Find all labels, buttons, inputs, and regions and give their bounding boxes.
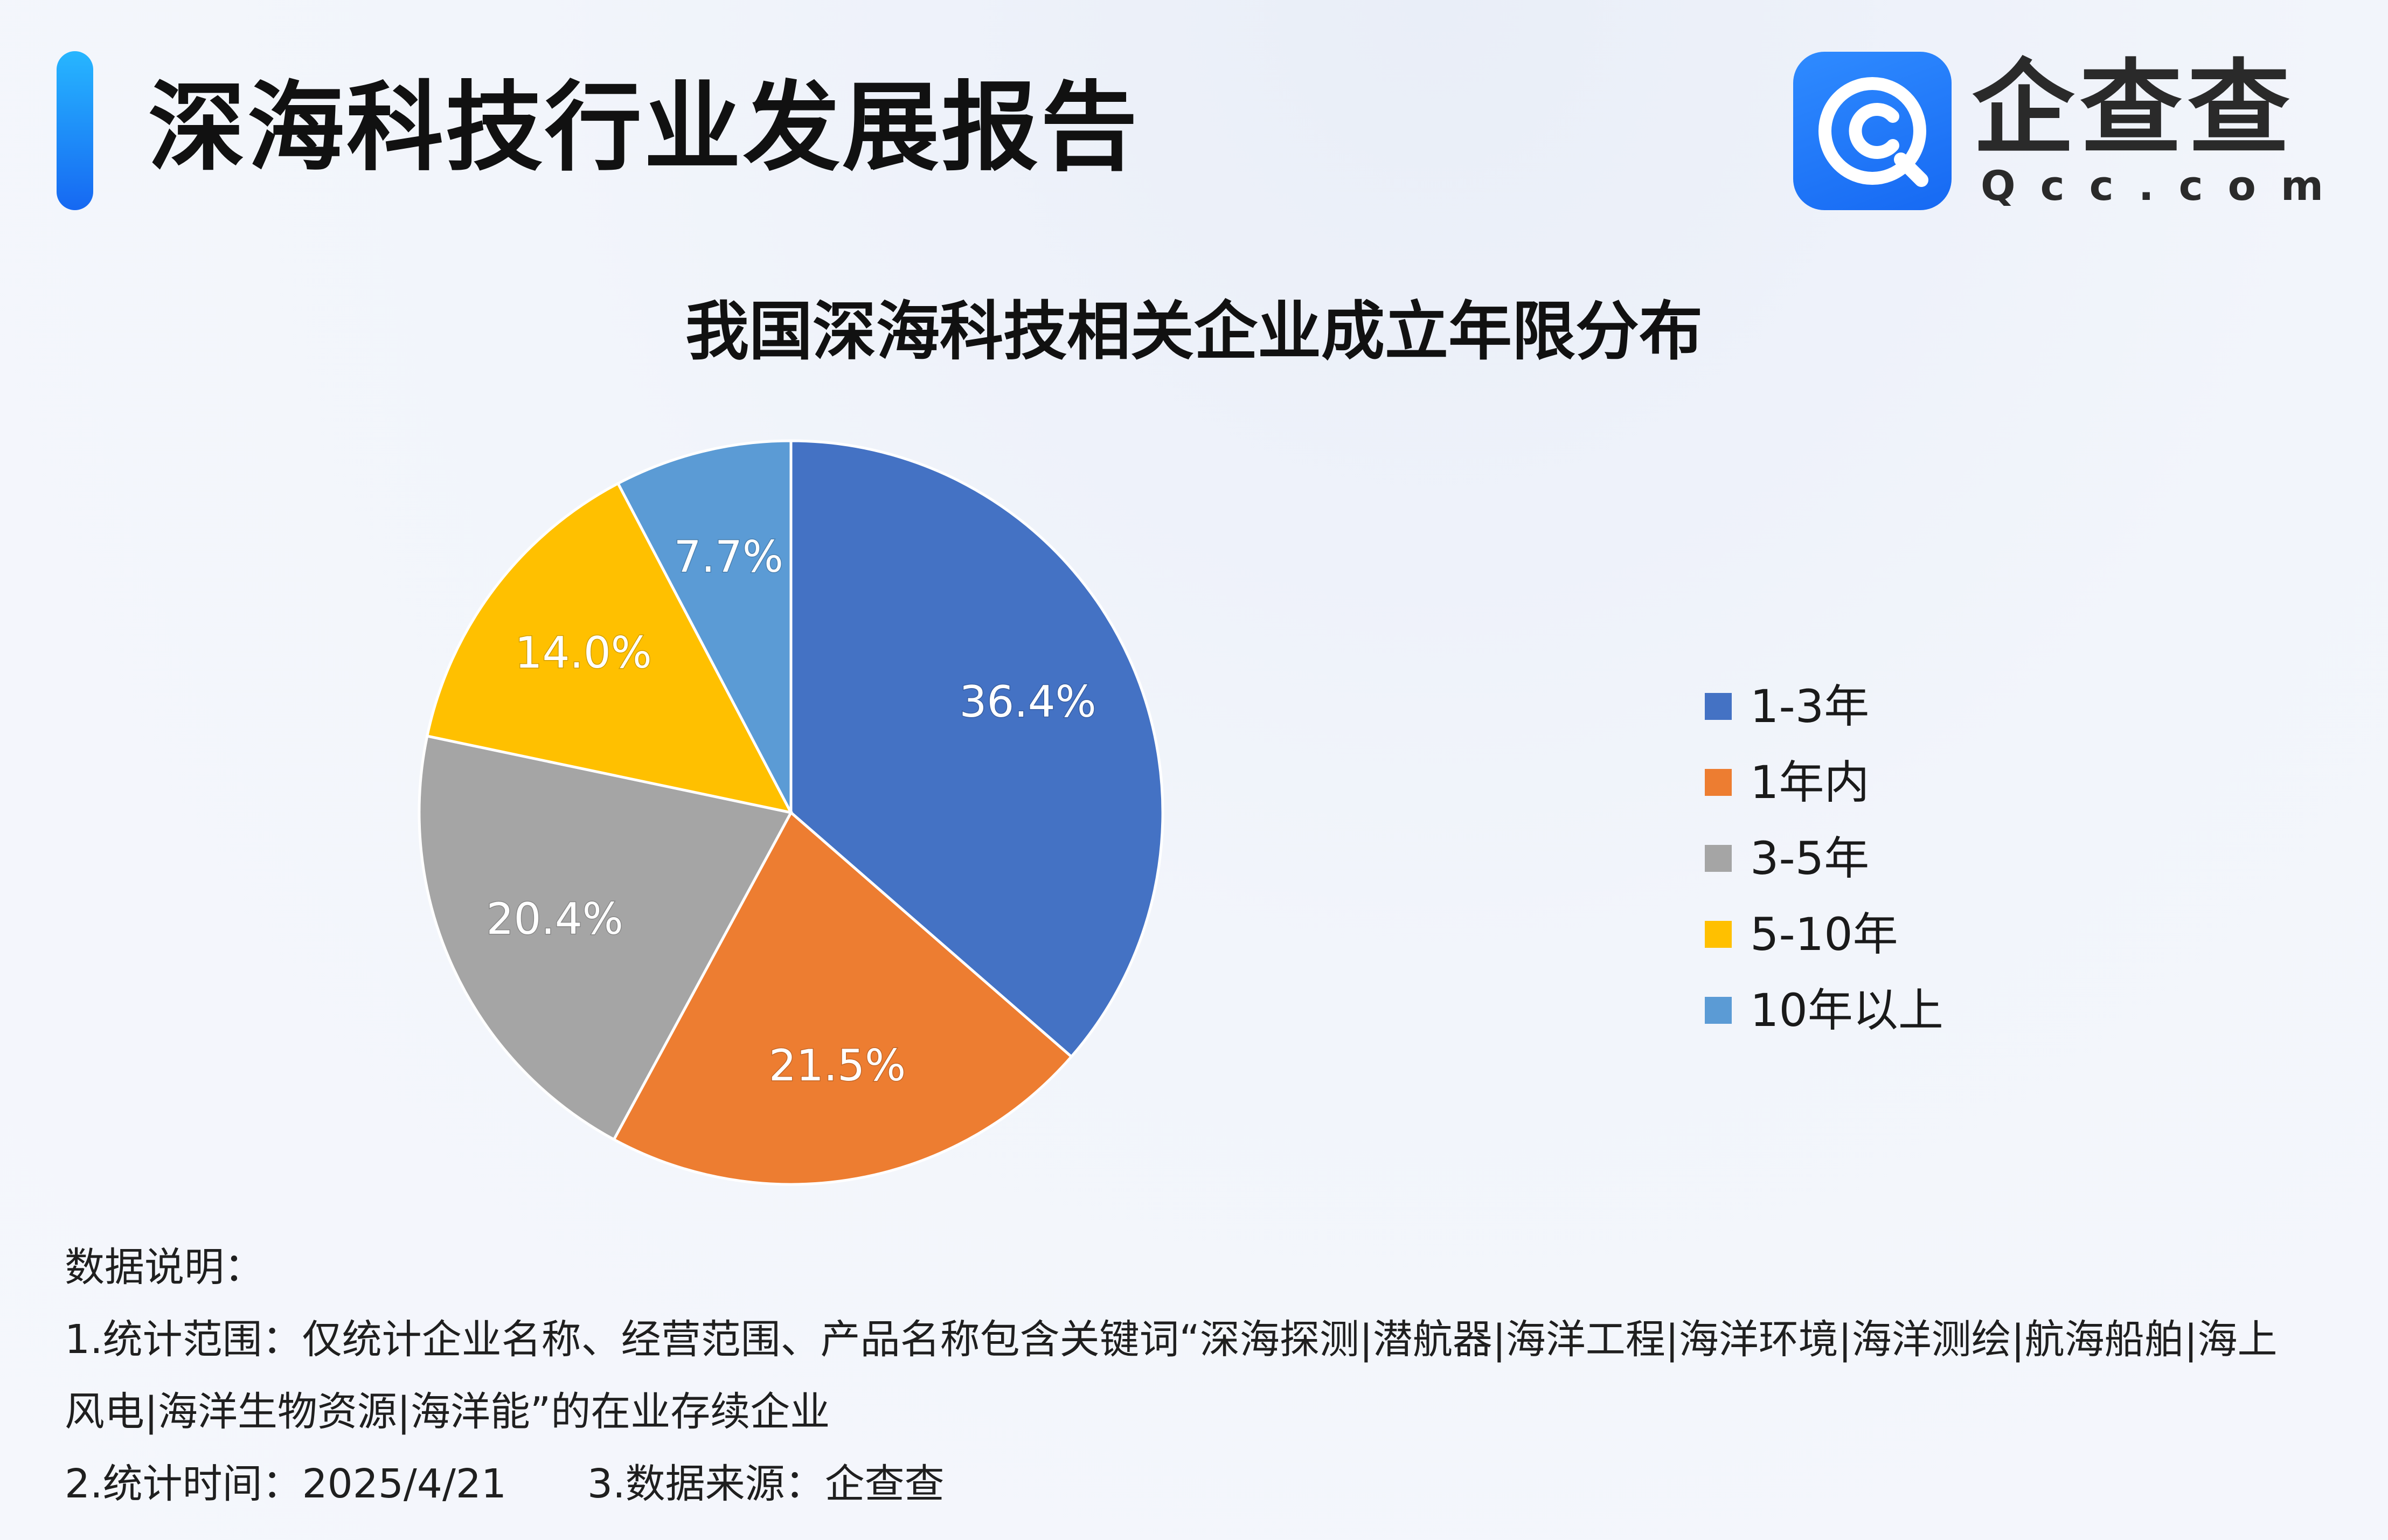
- notes-scope-line-2: 风电|海洋生物资源|海洋能”的在业存续企业: [65, 1389, 830, 1435]
- legend-label: 1-3年: [1750, 679, 1870, 733]
- notes-time: 2.统计时间：2025/4/21: [65, 1461, 507, 1507]
- chart-legend: 1-3年 1年内 3-5年 5-10年 10年以上: [1705, 668, 1943, 1048]
- notes-source: 3.数据来源：企查查: [587, 1461, 945, 1507]
- pie-data-label-2: 21.5%: [769, 1040, 906, 1091]
- legend-label: 10年以上: [1750, 983, 1943, 1037]
- pie-slice-5: [616, 439, 793, 814]
- notes-scope-line-1: 1.统计范围：仅统计企业名称、经营范围、产品名称包含关键词“深海探测|潜航器|海…: [65, 1316, 2278, 1363]
- report-title: 深海科技行业发展报告: [148, 72, 1140, 184]
- pie-data-label-3: 20.4%: [487, 894, 623, 944]
- legend-item: 5-10年: [1705, 896, 1943, 972]
- pie-data-label-1: 36.4%: [960, 677, 1096, 727]
- notes-heading: 数据说明：: [65, 1244, 264, 1291]
- pie-slice-1: [789, 439, 1164, 1059]
- legend-swatch: [1705, 844, 1732, 872]
- pie-slice-4: [425, 481, 794, 815]
- pie-data-label-4: 14.0%: [515, 628, 652, 678]
- legend-label: 5-10年: [1750, 907, 1898, 961]
- data-notes: 数据说明： 1.统计范围：仅统计企业名称、经营范围、产品名称包含关键词“深海探测…: [65, 1231, 2328, 1520]
- header-accent-bar: [57, 51, 93, 210]
- chart-title: 我国深海科技相关企业成立年限分布: [685, 294, 1703, 369]
- legend-swatch: [1705, 768, 1732, 796]
- legend-item: 1-3年: [1705, 668, 1943, 744]
- legend-swatch: [1705, 996, 1732, 1024]
- legend-item: 3-5年: [1705, 820, 1943, 896]
- legend-item: 1年内: [1705, 744, 1943, 820]
- legend-item: 10年以上: [1705, 972, 1943, 1048]
- legend-swatch: [1705, 692, 1732, 720]
- pie-slice-2: [612, 810, 1073, 1186]
- legend-swatch: [1705, 920, 1732, 948]
- logo-wordmark-en: Qcc.com: [1981, 162, 2349, 210]
- legend-label: 1年内: [1750, 755, 1870, 809]
- legend-label: 3-5年: [1750, 831, 1870, 885]
- pie-slice-3: [418, 734, 793, 1142]
- qcc-logo-icon: [1793, 52, 1952, 210]
- pie-data-label-5: 7.7%: [674, 532, 783, 582]
- logo-wordmark-cn: 企查查: [1972, 49, 2296, 168]
